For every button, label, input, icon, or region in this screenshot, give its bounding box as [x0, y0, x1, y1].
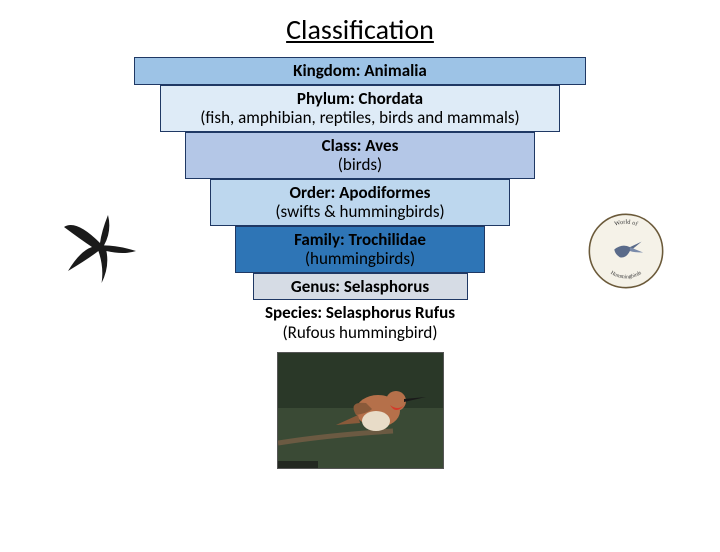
level-main-label: Family: Trochilidae — [294, 229, 426, 250]
level-sub-label: (Rufous hummingbird) — [282, 322, 437, 343]
level-family: Family: Trochilidae (hummingbirds) — [235, 226, 485, 273]
level-main-label: Kingdom: Animalia — [293, 60, 427, 81]
level-sub-label: (fish, amphibian, reptiles, birds and ma… — [200, 107, 519, 128]
level-genus: Genus: Selasphorus — [253, 273, 468, 301]
level-kingdom: Kingdom: Animalia — [134, 57, 586, 85]
level-species: Species: Selasphorus Rufus (Rufous hummi… — [250, 300, 470, 345]
level-class: Class: Aves (birds) — [185, 132, 535, 179]
level-main-label: Order: Apodiformes — [290, 182, 431, 203]
rufous-hummingbird-photo — [277, 352, 444, 469]
page-title: Classification — [0, 12, 720, 47]
level-sub-label: (hummingbirds) — [305, 248, 415, 269]
level-phylum: Phylum: Chordata (fish, amphibian, repti… — [160, 85, 560, 132]
swift-bird-icon — [60, 207, 140, 287]
level-sub-label: (swifts & hummingbirds) — [275, 201, 444, 222]
hummingbird-badge-icon: World of Hummingbirds — [587, 212, 665, 290]
level-main-label: Species: Selasphorus Rufus — [265, 302, 455, 323]
level-main-label: Genus: Selasphorus — [291, 276, 429, 297]
level-main-label: Class: Aves — [322, 135, 399, 156]
level-order: Order: Apodiformes (swifts & hummingbird… — [210, 179, 510, 226]
classification-pyramid: Kingdom: Animalia Phylum: Chordata (fish… — [0, 57, 720, 346]
level-sub-label: (birds) — [338, 154, 382, 175]
level-main-label: Phylum: Chordata — [297, 88, 423, 109]
